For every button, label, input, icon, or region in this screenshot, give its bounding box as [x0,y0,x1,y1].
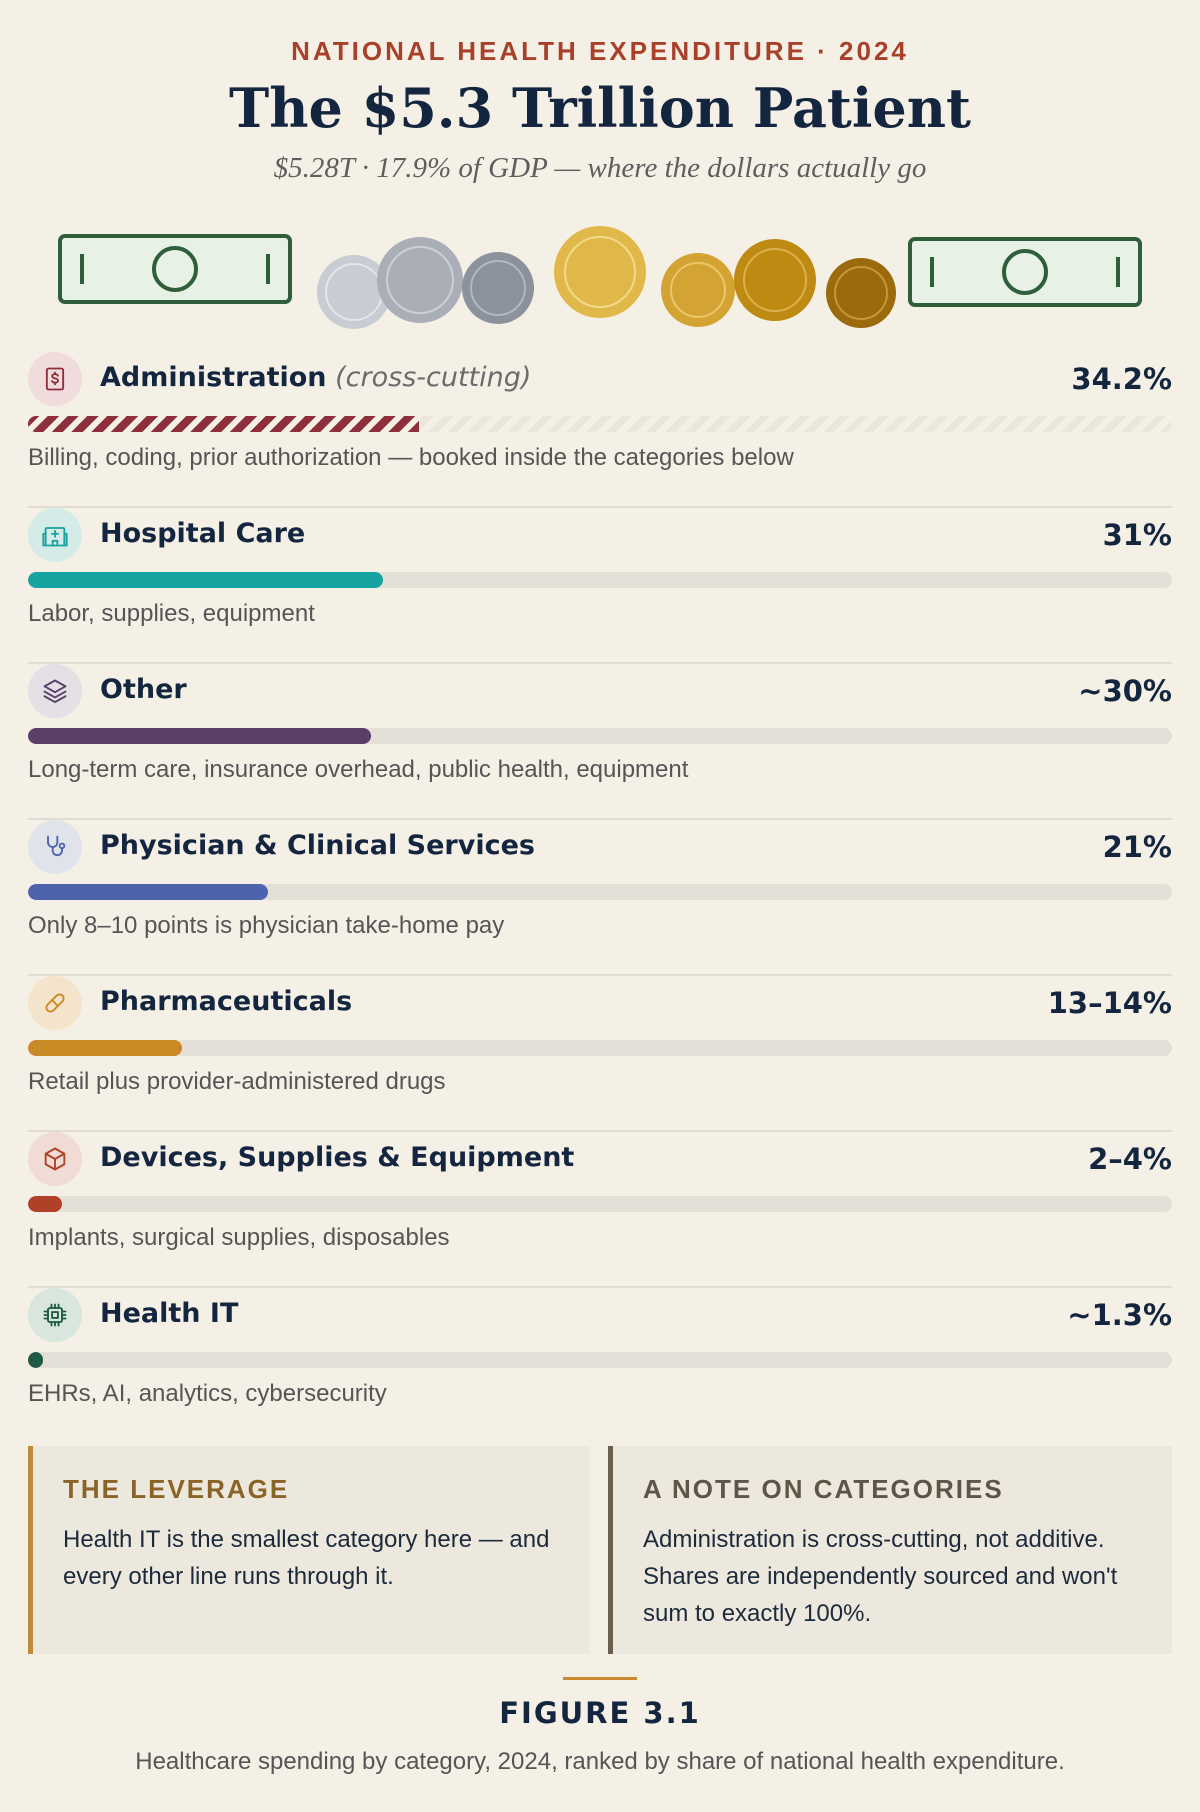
category-description: Long-term care, insurance overhead, publ… [28,756,689,783]
category-row: Health IT ~1.3% EHRs, AI, analytics, cyber… [28,1288,1172,1444]
categories-note-text: Administration is cross-cutting, not add… [643,1526,1118,1627]
category-value-label: ~30% [1078,674,1172,708]
category-label: Pharmaceuticals [100,986,352,1017]
category-value-label: 31% [1102,518,1172,552]
category-label: Hospital Care [100,518,305,549]
bill-right-icon [908,237,1142,307]
category-name: Pharmaceuticals [100,986,353,1017]
chip-icon [28,1288,82,1342]
category-value-label: 34.2% [1071,362,1172,396]
category-description: Implants, surgical supplies, disposables [28,1224,450,1251]
receipt-dollar-icon [28,352,82,406]
category-row: Administration (cross-cutting) 34.2% Billi… [28,352,1172,508]
category-value-label: 13–14% [1047,986,1172,1020]
category-qualifier: (cross-cutting) [326,362,532,393]
category-row: Devices, Supplies & Equipment 2–4% Implant… [28,1132,1172,1288]
figure-divider [563,1677,637,1680]
category-name: Devices, Supplies & Equipment [100,1142,575,1173]
leverage-title: THE LEVERAGE [63,1474,290,1504]
bar-fill [28,1196,63,1212]
category-row: Hospital Care 31% Labor, supplies, equipme… [28,508,1172,664]
categories-note-title: A NOTE ON CATEGORIES [643,1474,1004,1504]
categories-note-panel: A NOTE ON CATEGORIES Administration is c… [608,1446,1172,1654]
category-label: Administration (cross-cutting) [100,362,531,393]
category-label: Health IT [100,1298,238,1329]
bar-track [28,1352,1172,1368]
category-label: Devices, Supplies & Equipment [100,1142,574,1173]
figure-caption: Healthcare spending by category, 2024, r… [135,1748,1065,1775]
category-description: Only 8–10 points is physician take-home … [28,912,505,939]
bar-track [28,572,1172,588]
bar-track [28,1040,1172,1056]
category-label: Physician & Clinical Services [100,830,535,861]
bar-fill [28,416,420,432]
category-row: Other ~30% Long-term care, insurance overh… [28,664,1172,820]
category-value-label: 21% [1102,830,1172,864]
category-label: Other [100,674,187,705]
bar-fill [28,884,269,900]
page-title: The $5.3 Trillion Patient [229,76,971,140]
bar-track [28,1196,1172,1212]
bar-track [28,728,1172,744]
category-name: Physician & Clinical Services [100,830,535,861]
pill-icon [28,976,82,1030]
bar-fill [28,572,383,588]
leverage-text: Health IT is the smallest category here … [63,1526,550,1590]
figure-label: FIGURE 3.1 [499,1696,701,1730]
bar-fill [28,728,372,744]
bar-fill [28,1040,183,1056]
layers-icon [28,664,82,718]
bar-track [28,884,1172,900]
category-value-label: 2–4% [1088,1142,1172,1176]
box-icon [28,1132,82,1186]
category-name: Hospital Care [100,518,306,549]
kicker: NATIONAL HEALTH EXPENDITURE · 2024 [291,36,909,66]
stethoscope-icon [28,820,82,874]
category-row: Pharmaceuticals 13–14% Retail plus provide… [28,976,1172,1132]
category-row: Physician & Clinical Services 21% Only 8–1… [28,820,1172,976]
category-name: Health IT [100,1298,239,1329]
subtitle: $5.28T · 17.9% of GDP — where the dollar… [273,152,927,184]
leverage-panel: THE LEVERAGE Health IT is the smallest c… [28,1446,590,1654]
hospital-icon [28,508,82,562]
category-description: Billing, coding, prior authorization — b… [28,444,794,471]
category-description: Retail plus provider-administered drugs [28,1068,446,1095]
category-description: Labor, supplies, equipment [28,600,315,627]
coins-icon [317,226,896,329]
category-name: Other [100,674,187,705]
category-name: Administration [100,362,327,393]
bill-left-icon [58,234,292,304]
bar-track [28,416,1172,432]
category-value-label: ~1.3% [1067,1298,1172,1332]
category-description: EHRs, AI, analytics, cybersecurity [28,1380,387,1407]
bar-fill [28,1352,43,1368]
money-illustration [58,226,1142,329]
